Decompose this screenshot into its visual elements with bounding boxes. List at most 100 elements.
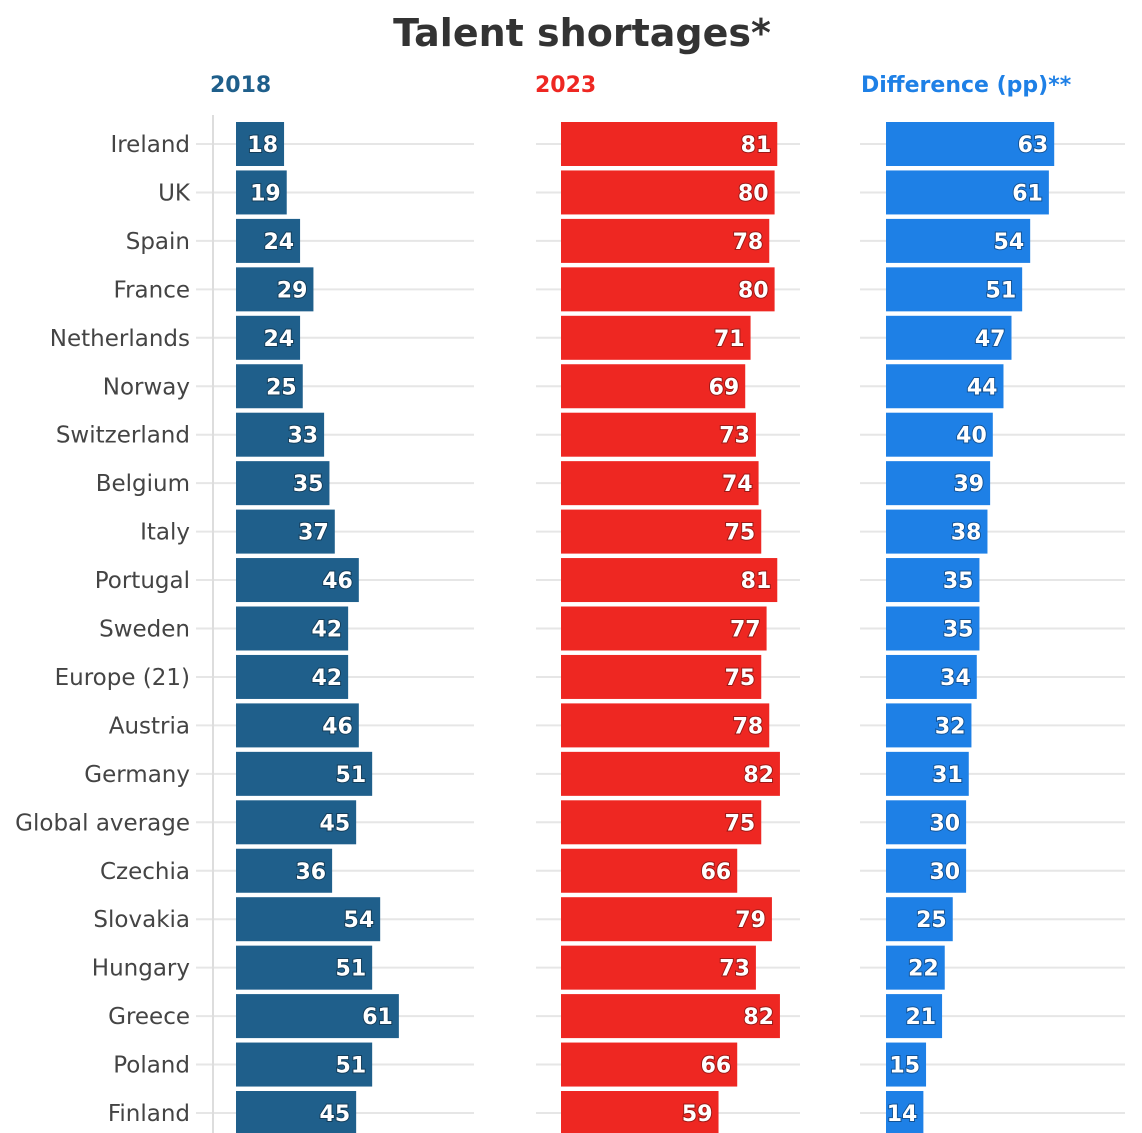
bar-2023-spain: [561, 218, 770, 263]
value-label-2023-norway: 69: [709, 375, 740, 400]
value-label-2023-germany: 82: [743, 763, 774, 788]
bar-2023-portugal: [561, 558, 778, 603]
bar-2018-global-average: [236, 800, 357, 845]
value-label-2018-uk: 19: [250, 181, 281, 206]
bar-2023-sweden: [561, 606, 767, 651]
bar-2023-norway: [561, 364, 746, 409]
value-label-difference-pp-sweden: 35: [943, 618, 974, 643]
bar-difference-pp-ireland: [886, 122, 1055, 166]
value-label-difference-pp-europe-21: 34: [940, 666, 971, 691]
value-label-difference-pp-portugal: 35: [943, 569, 974, 594]
value-label-2018-slovakia: 54: [344, 908, 375, 933]
bar-2018-europe-21: [236, 654, 349, 699]
bar-difference-pp-belgium: [886, 461, 991, 506]
value-label-difference-pp-greece: 21: [905, 1005, 936, 1030]
bar-2018-finland: [236, 1091, 357, 1133]
value-label-difference-pp-czechia: 30: [929, 860, 960, 885]
bar-2018-netherlands: [236, 315, 301, 360]
category-label-austria: Austria: [109, 713, 190, 739]
bar-difference-pp-global-average: [886, 800, 967, 845]
panel-title-2023: 2023: [535, 73, 596, 98]
value-label-2023-czechia: 66: [701, 860, 732, 885]
value-label-difference-pp-norway: 44: [967, 375, 998, 400]
bar-difference-pp-uk: [886, 170, 1049, 215]
value-label-difference-pp-finland: 14: [887, 1102, 918, 1127]
category-label-hungary: Hungary: [92, 956, 190, 982]
category-label-global-average: Global average: [15, 810, 190, 836]
bar-2018-germany: [236, 751, 373, 796]
bars: [236, 122, 1055, 1133]
value-label-2018-global-average: 45: [320, 811, 351, 836]
bar-difference-pp-spain: [886, 218, 1031, 263]
bar-difference-pp-switzerland: [886, 412, 993, 457]
value-label-2023-sweden: 77: [730, 618, 761, 643]
category-label-norway: Norway: [103, 374, 190, 400]
category-label-uk: UK: [158, 180, 191, 206]
category-label-switzerland: Switzerland: [56, 423, 190, 449]
bar-2023-finland: [561, 1091, 719, 1133]
value-label-2018-norway: 25: [266, 375, 297, 400]
bar-2023-europe-21: [561, 654, 762, 699]
category-label-finland: Finland: [108, 1101, 190, 1127]
bar-2023-greece: [561, 994, 780, 1039]
category-label-netherlands: Netherlands: [50, 326, 190, 352]
bar-2018-france: [236, 267, 314, 312]
category-label-belgium: Belgium: [96, 471, 190, 497]
category-label-france: France: [114, 277, 190, 303]
bar-difference-pp-finland: [886, 1091, 924, 1133]
value-label-2018-switzerland: 33: [287, 424, 318, 449]
bar-2018-switzerland: [236, 412, 325, 457]
category-label-spain: Spain: [126, 229, 190, 255]
category-label-ireland: Ireland: [110, 132, 190, 158]
value-label-2023-netherlands: 71: [714, 327, 745, 352]
bar-difference-pp-portugal: [886, 558, 980, 603]
bar-difference-pp-austria: [886, 703, 972, 748]
category-label-italy: Italy: [140, 520, 190, 546]
bar-2018-spain: [236, 218, 301, 263]
value-label-2023-global-average: 75: [725, 811, 756, 836]
value-label-2023-ireland: 81: [741, 133, 772, 158]
value-label-2018-france: 29: [277, 278, 308, 303]
bar-2018-italy: [236, 509, 335, 554]
value-label-2023-italy: 75: [725, 521, 756, 546]
bar-difference-pp-slovakia: [886, 897, 953, 942]
bar-difference-pp-poland: [886, 1042, 927, 1087]
value-label-2023-finland: 59: [682, 1102, 713, 1127]
value-label-2023-austria: 78: [733, 714, 764, 739]
bar-difference-pp-greece: [886, 994, 943, 1039]
bar-2018-austria: [236, 703, 359, 748]
value-label-difference-pp-ireland: 63: [1018, 133, 1049, 158]
value-label-2018-hungary: 51: [336, 957, 367, 982]
value-label-2023-france: 80: [738, 278, 769, 303]
bar-difference-pp-czechia: [886, 848, 967, 893]
bar-difference-pp-europe-21: [886, 654, 977, 699]
value-label-2023-europe-21: 75: [725, 666, 756, 691]
bar-2018-belgium: [236, 461, 330, 506]
value-label-difference-pp-spain: 54: [994, 230, 1025, 255]
bar-difference-pp-italy: [886, 509, 988, 554]
value-label-difference-pp-france: 51: [986, 278, 1017, 303]
value-label-2018-europe-21: 42: [312, 666, 343, 691]
bar-2018-greece: [236, 994, 399, 1039]
bar-2023-global-average: [561, 800, 762, 845]
category-label-czechia: Czechia: [100, 859, 190, 885]
value-label-2023-switzerland: 73: [719, 424, 750, 449]
value-label-2018-sweden: 42: [312, 618, 343, 643]
value-label-difference-pp-italy: 38: [951, 521, 982, 546]
bar-2023-uk: [561, 170, 775, 215]
value-label-2018-portugal: 46: [322, 569, 353, 594]
value-label-2018-czechia: 36: [295, 860, 326, 885]
value-label-difference-pp-austria: 32: [935, 714, 966, 739]
value-label-2023-portugal: 81: [741, 569, 772, 594]
category-label-sweden: Sweden: [99, 617, 190, 643]
bar-difference-pp-netherlands: [886, 315, 1012, 360]
bar-2018-sweden: [236, 606, 349, 651]
bar-difference-pp-sweden: [886, 606, 980, 651]
bar-2018-poland: [236, 1042, 373, 1087]
value-label-difference-pp-netherlands: 47: [975, 327, 1006, 352]
bar-2023-italy: [561, 509, 762, 554]
category-label-portugal: Portugal: [95, 568, 190, 594]
bar-2023-belgium: [561, 461, 759, 506]
bar-2018-norway: [236, 364, 303, 409]
